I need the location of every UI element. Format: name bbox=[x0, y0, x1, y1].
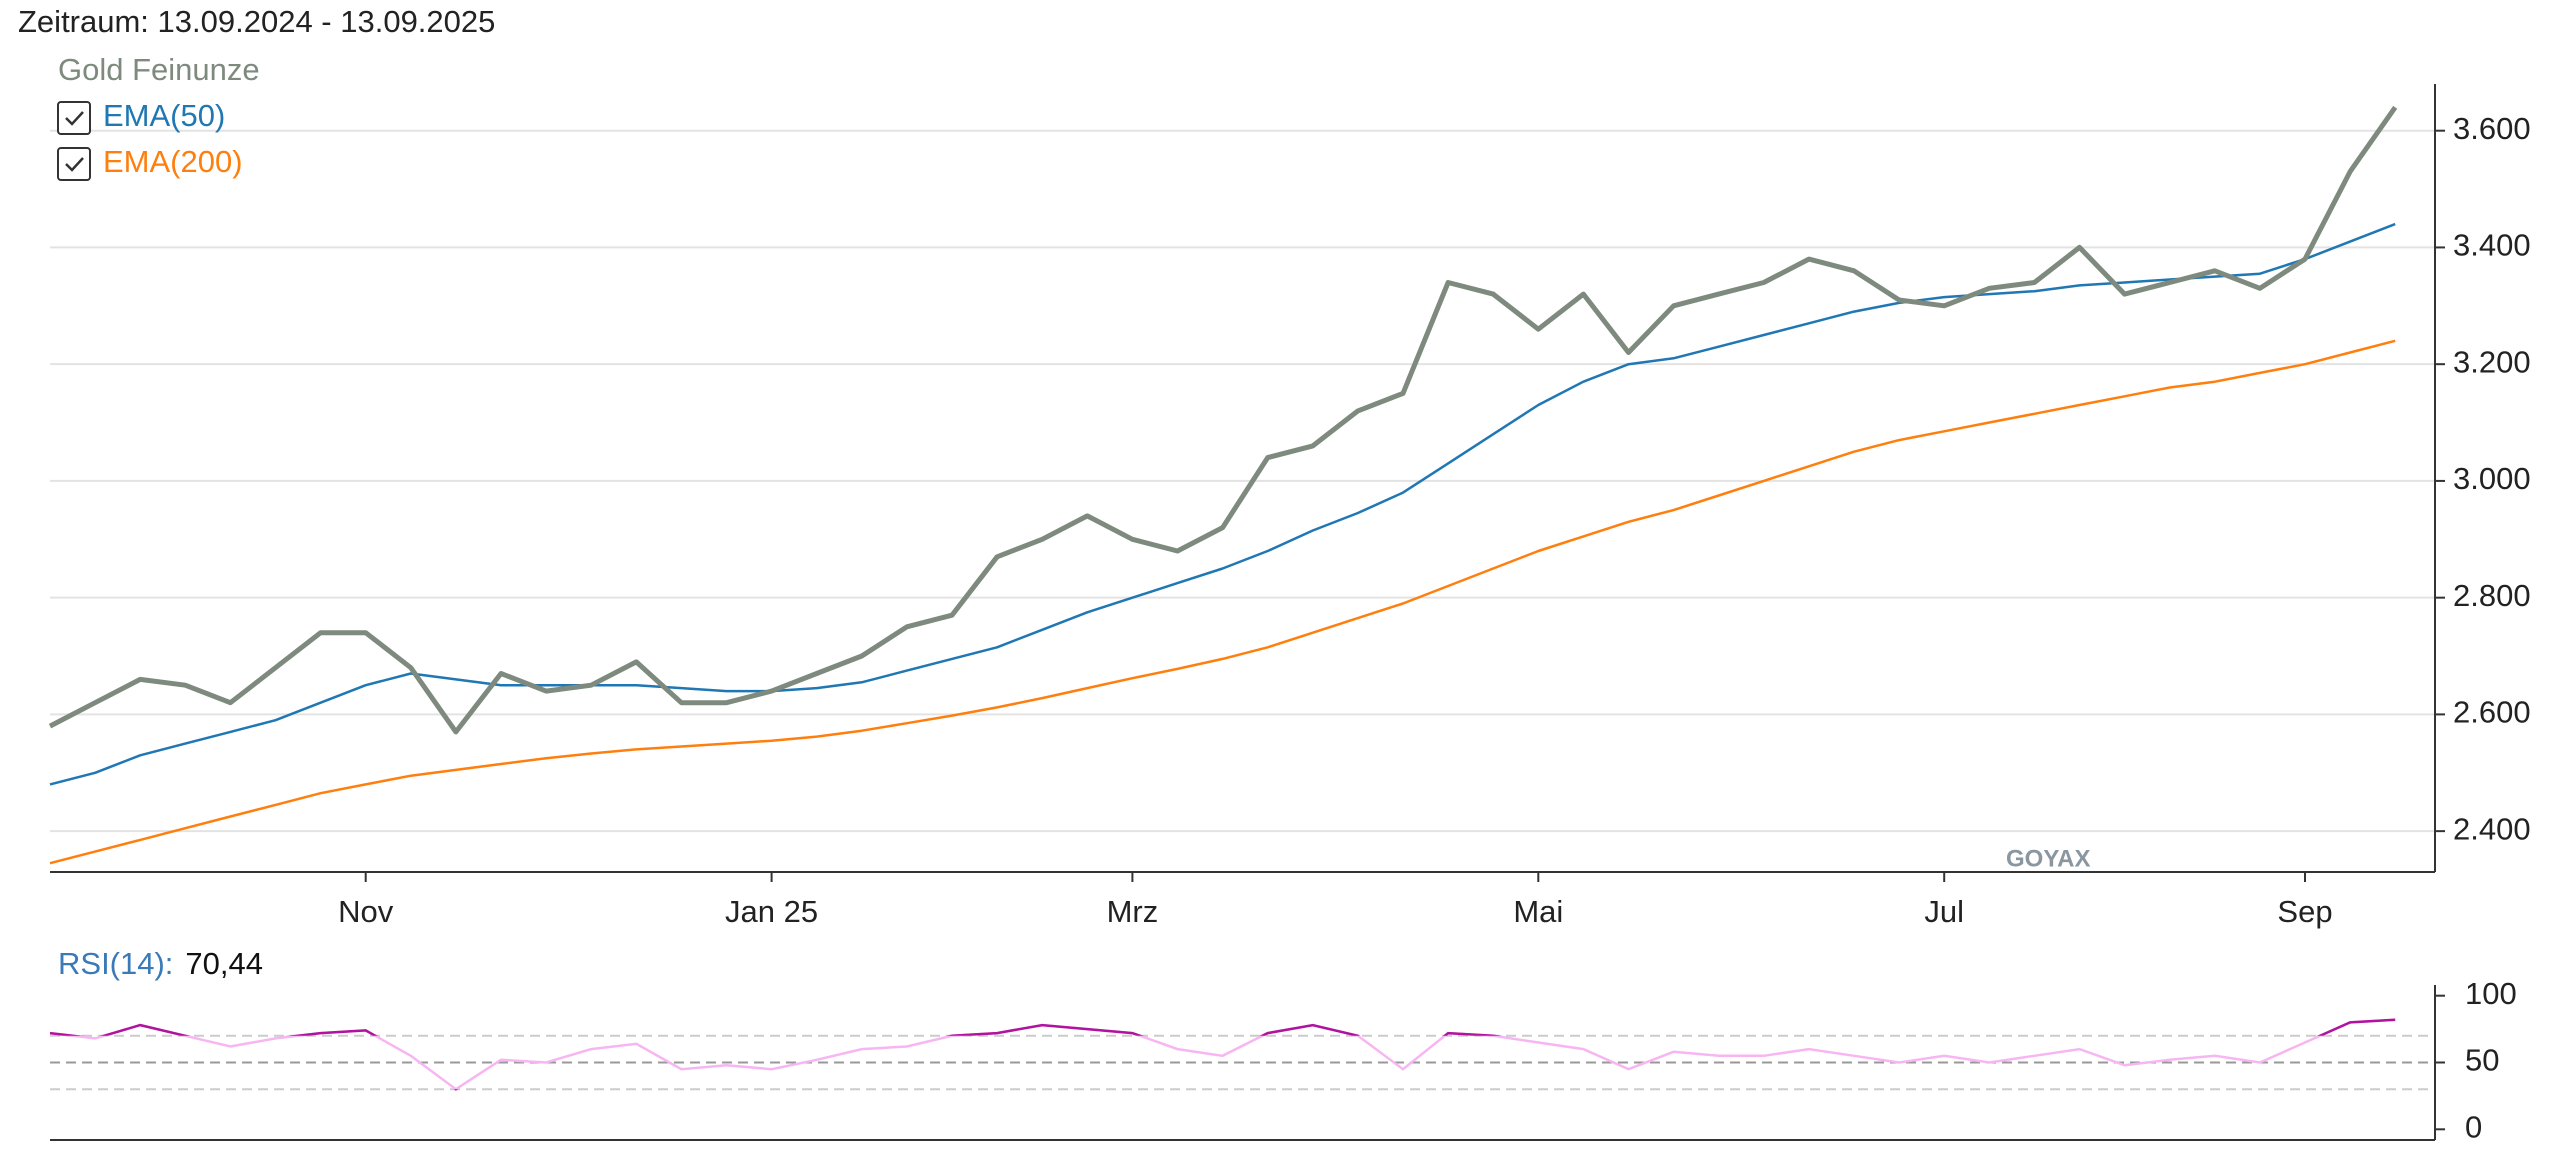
y-tick-label: 3.600 bbox=[2453, 111, 2531, 146]
x-tick-label: Sep bbox=[2277, 894, 2332, 929]
x-tick-label: Mrz bbox=[1107, 894, 1159, 929]
rsi-title-text: RSI(14): bbox=[58, 946, 173, 981]
y-tick-label: 2.600 bbox=[2453, 695, 2531, 730]
rsi-line bbox=[49, 1018, 2396, 1091]
legend-label: EMA(200) bbox=[103, 144, 243, 179]
series-line bbox=[49, 222, 2396, 786]
y-tick-label: 100 bbox=[2465, 976, 2517, 1011]
y-tick-label: 3.200 bbox=[2453, 344, 2531, 379]
legend-label: Gold Feinunze bbox=[58, 52, 260, 87]
x-tick-label: Jul bbox=[1924, 894, 1964, 929]
series-line bbox=[48, 105, 2398, 735]
checkbox bbox=[57, 147, 91, 181]
y-tick-label: 50 bbox=[2465, 1043, 2499, 1078]
checkmark bbox=[65, 157, 84, 172]
checkmark bbox=[65, 111, 84, 126]
period: Zeitraum: 13.09.2024 - 13.09.2025 bbox=[18, 4, 495, 39]
y-tick-label: 3.000 bbox=[2453, 461, 2531, 496]
legend-checkbox[interactable] bbox=[57, 101, 91, 135]
y-tick-label: 2.800 bbox=[2453, 578, 2531, 613]
y-tick-label: 0 bbox=[2465, 1109, 2482, 1144]
checkbox bbox=[57, 101, 91, 135]
legend-checkbox[interactable] bbox=[57, 147, 91, 181]
x-tick-label: Jan 25 bbox=[725, 894, 818, 929]
series-line bbox=[49, 339, 2396, 865]
y-tick-label: 3.400 bbox=[2453, 228, 2531, 263]
y-tick-label: 2.400 bbox=[2453, 811, 2531, 846]
watermark: GOYAX bbox=[2006, 845, 2090, 872]
x-tick-label: Nov bbox=[338, 894, 394, 929]
x-tick-label: Mai bbox=[1513, 894, 1563, 929]
rsi-current: 70,44 bbox=[185, 946, 263, 981]
legend-label: EMA(50) bbox=[103, 98, 225, 133]
rsi-title: RSI(14): 70,44 bbox=[58, 946, 263, 981]
